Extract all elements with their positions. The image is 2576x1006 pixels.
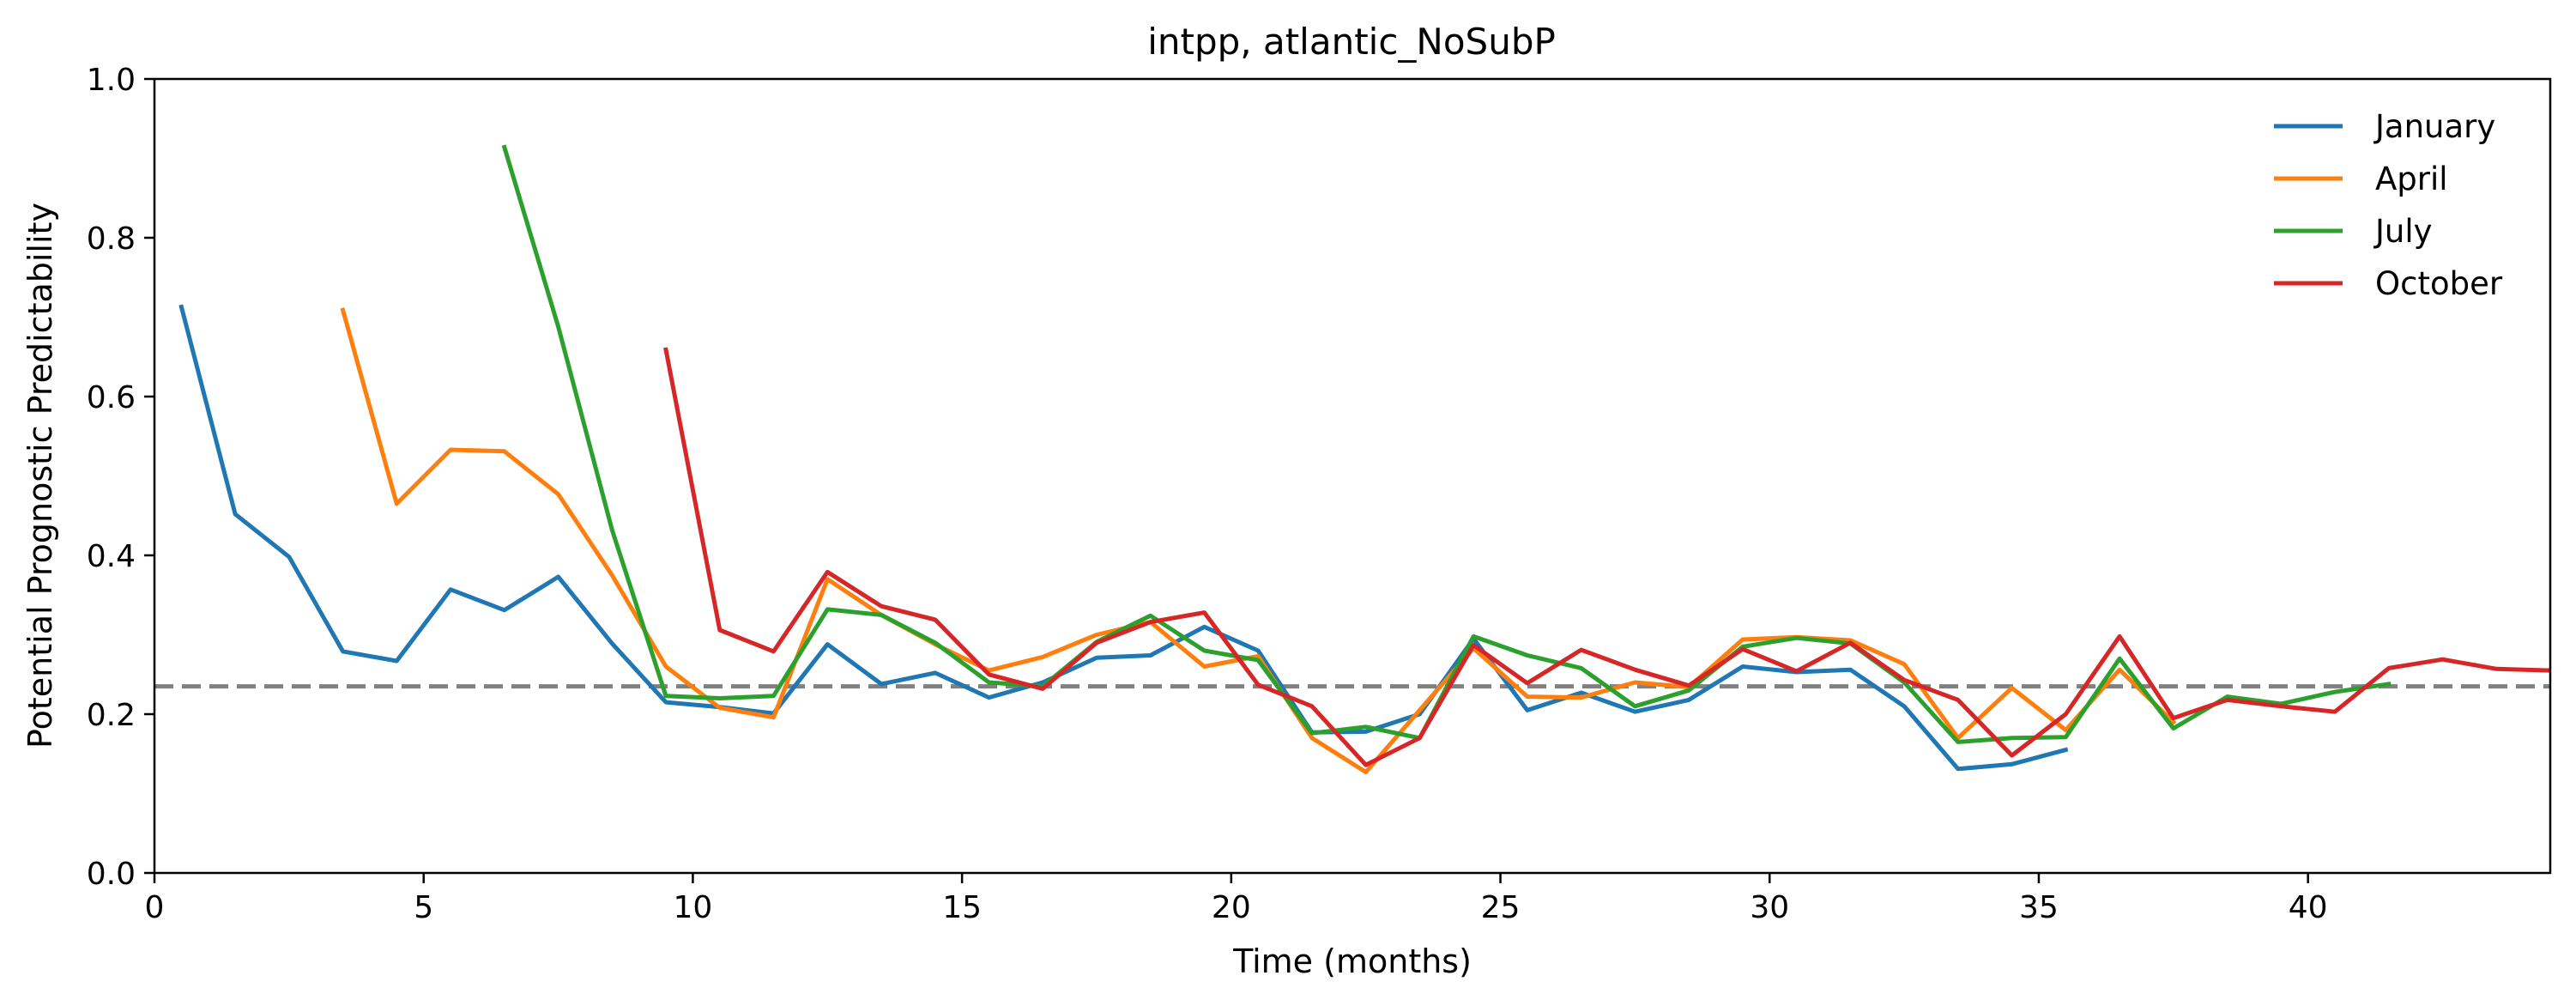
y-tick-label: 0.4 (87, 539, 136, 574)
x-axis-label: Time (months) (1232, 942, 1472, 980)
legend-label-april: April (2375, 161, 2448, 197)
y-tick-label: 0.0 (87, 857, 136, 892)
y-tick-label: 0.6 (87, 380, 136, 415)
x-tick-label: 35 (2019, 890, 2059, 925)
series-line-july (501, 144, 2392, 744)
series-layer (178, 144, 2550, 774)
x-axis: 0 5 10 15 20 25 30 35 40 (145, 873, 2328, 925)
x-tick-label: 25 (1481, 890, 1521, 925)
plot-frame (153, 77, 2552, 875)
chart-title: intpp, atlantic_NoSubP (1147, 21, 1556, 63)
x-tick-label: 30 (1750, 890, 1789, 925)
series-line-october (663, 347, 2550, 767)
x-tick-label: 0 (145, 890, 165, 925)
legend-label-july: July (2373, 213, 2433, 250)
x-tick-label: 5 (414, 890, 433, 925)
x-tick-label: 15 (942, 890, 982, 925)
legend-label-january: January (2373, 108, 2495, 145)
x-tick-label: 20 (1212, 890, 1251, 925)
y-axis: 0.0 0.2 0.4 0.6 0.8 1.0 (87, 63, 154, 892)
x-tick-label: 40 (2289, 890, 2328, 925)
y-tick-label: 0.2 (87, 698, 136, 733)
y-tick-label: 0.8 (87, 221, 136, 257)
legend: January April July October (2274, 108, 2503, 302)
x-tick-label: 10 (674, 890, 713, 925)
y-tick-label: 1.0 (87, 63, 136, 98)
legend-label-october: October (2375, 265, 2503, 302)
y-axis-label: Potential Prognostic Predictability (21, 203, 59, 748)
series-line-january (178, 304, 2069, 772)
